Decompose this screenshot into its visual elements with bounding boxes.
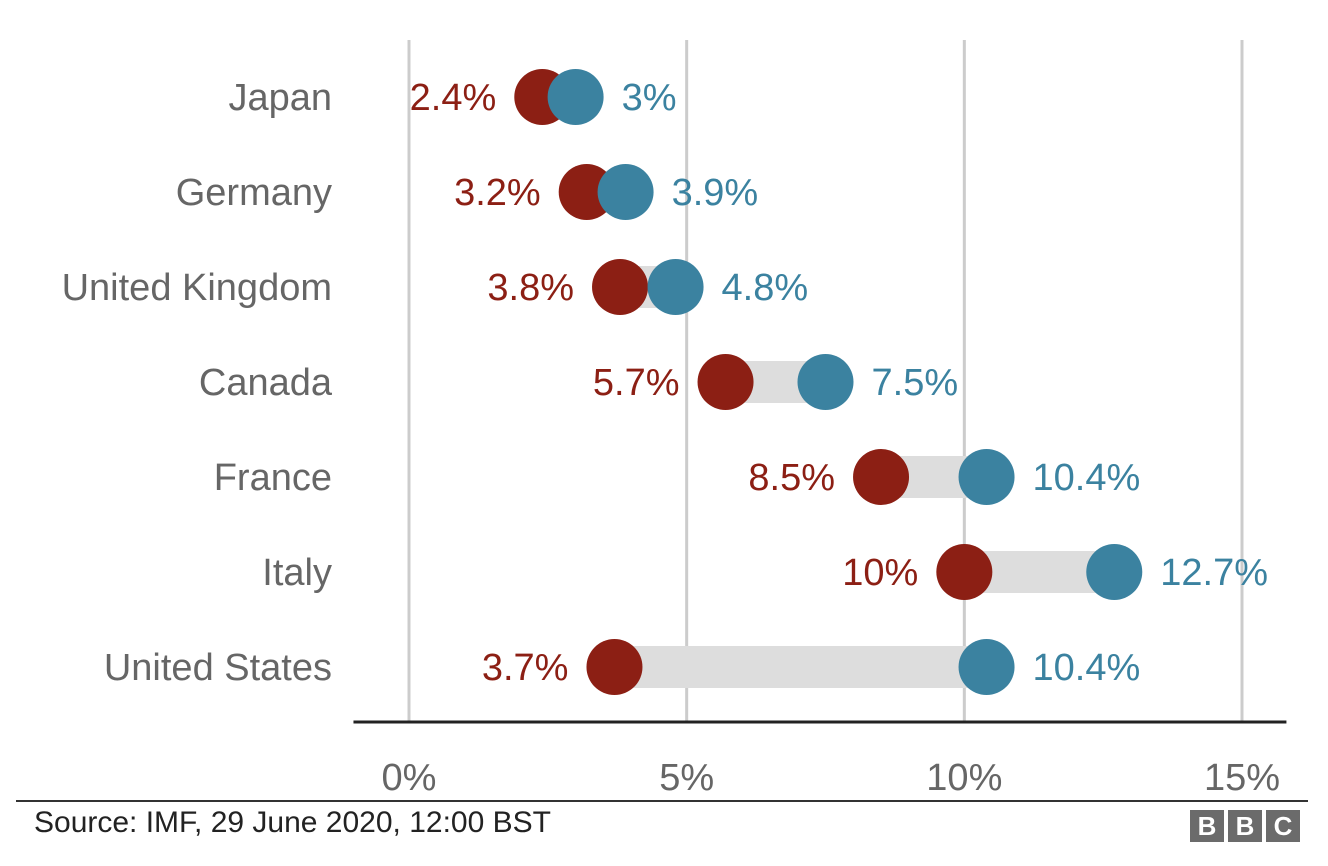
before-dot	[586, 639, 643, 695]
before-value-label: 3.7%	[482, 647, 569, 689]
source-note: Source: IMF, 29 June 2020, 12:00 BST	[34, 806, 551, 839]
bbc-logo-letter: B	[1228, 810, 1262, 842]
after-value-label: 12.7%	[1160, 552, 1268, 594]
chart-row: Japan 2.4% 3%	[228, 69, 677, 125]
before-value-label: 3.8%	[487, 267, 574, 309]
bbc-logo-letter: B	[1190, 810, 1224, 842]
before-dot	[936, 544, 993, 600]
chart-row: Canada 5.7% 7.5%	[199, 354, 958, 410]
chart-rows: Japan 2.4% 3% Germany 3.2% 3.9% United Kingdom…	[62, 69, 1268, 695]
after-dot	[647, 259, 704, 315]
x-tick-label: 5%	[659, 757, 714, 799]
connector-bar	[614, 646, 987, 688]
after-value-label: 10.4%	[1033, 647, 1141, 689]
before-value-label: 3.2%	[454, 172, 541, 214]
gridlines	[407, 40, 1244, 722]
chart-row: United Kingdom 3.8% 4.8%	[62, 259, 809, 315]
bbc-logo: B B C	[1190, 810, 1300, 842]
category-label: Italy	[262, 552, 332, 594]
after-value-label: 7.5%	[872, 362, 959, 404]
x-tick-label: 0%	[382, 757, 437, 799]
after-dot	[547, 69, 604, 125]
x-tick-label: 10%	[926, 757, 1002, 799]
x-tick-label: 15%	[1204, 757, 1280, 799]
category-label: France	[214, 457, 332, 499]
before-value-label: 2.4%	[410, 77, 497, 119]
before-dot	[853, 449, 910, 505]
before-value-label: 8.5%	[748, 457, 835, 499]
before-dot	[558, 164, 615, 220]
after-dot	[797, 354, 854, 410]
category-label: Japan	[228, 77, 332, 119]
after-dot	[597, 164, 654, 220]
category-label: Germany	[176, 172, 332, 214]
bbc-logo-letter: C	[1266, 810, 1300, 842]
after-dot	[1086, 544, 1143, 600]
before-value-label: 10%	[842, 552, 918, 594]
category-label: United Kingdom	[62, 267, 332, 309]
after-dot	[958, 449, 1015, 505]
chart-row: Germany 3.2% 3.9%	[176, 164, 758, 220]
category-label: Canada	[199, 362, 333, 404]
chart-row: United States 3.7% 10.4%	[104, 639, 1140, 695]
footer-divider	[16, 800, 1308, 802]
after-value-label: 4.8%	[722, 267, 809, 309]
before-dot	[592, 259, 649, 315]
after-value-label: 3%	[622, 77, 677, 119]
x-axis: 0% 5% 10% 15%	[353, 720, 1287, 799]
dumbbell-chart: 0% 5% 10% 15% Japan 2.4% 3% Germany 3.2% 3.9% Uni…	[62, 40, 1287, 799]
after-value-label: 10.4%	[1033, 457, 1141, 499]
before-value-label: 5.7%	[593, 362, 680, 404]
chart-row: France 8.5% 10.4%	[214, 449, 1141, 505]
before-dot	[697, 354, 754, 410]
after-dot	[958, 639, 1015, 695]
category-label: United States	[104, 647, 332, 689]
after-value-label: 3.9%	[672, 172, 759, 214]
chart-row: Italy 10% 12.7%	[262, 544, 1268, 600]
